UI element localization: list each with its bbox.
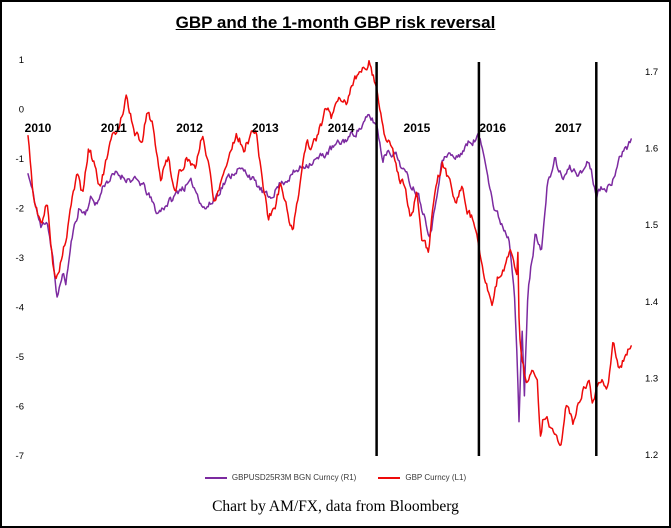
left-axis-tick-label: -2 — [16, 204, 24, 215]
right-axis-tick-label: 1.2 — [645, 450, 658, 461]
series-line-gbp-spot — [27, 60, 632, 447]
left-axis-tick-label: -1 — [16, 154, 24, 165]
chart-svg: 1 0 -1 -2 -3 -4 -5 -6 -7 1.7 1.6 1.5 1.4 1.3 1.2 2010 20… — [16, 55, 659, 462]
right-axis-tick-label: 1.3 — [645, 373, 658, 384]
legend-swatch-red — [378, 476, 401, 479]
x-axis-year-label: 2017 — [555, 121, 582, 135]
left-axis-tick-label: 0 — [19, 105, 24, 116]
left-axis-tick-label: -3 — [16, 253, 24, 264]
right-axis-tick-label: 1.6 — [645, 144, 658, 155]
left-axis-tick-label: 1 — [19, 55, 24, 66]
legend-label-gbp: GBP Curncy (L1) — [405, 473, 467, 482]
x-axis-year-label: 2015 — [404, 121, 431, 135]
x-axis-year-label: 2012 — [176, 121, 203, 135]
legend-swatch-purple — [204, 476, 227, 479]
x-axis-year-label: 2013 — [252, 121, 279, 135]
legend-label-risk-reversal: GBPUSD25R3M BGN Curncy (R1) — [231, 473, 357, 482]
legend: GBPUSD25R3M BGN Curncy (R1) GBP Curncy (… — [2, 473, 669, 482]
right-axis-tick-label: 1.5 — [645, 220, 658, 231]
series-line-risk-reversal — [27, 113, 632, 423]
x-axis-year-label: 2016 — [479, 121, 506, 135]
chart-title-text: GBP and the 1-month GBP risk reversal — [175, 13, 496, 32]
right-axis-tick-label: 1.4 — [645, 297, 658, 308]
legend-item-gbp: GBP Curncy (L1) — [378, 473, 466, 482]
right-axis-tick-label: 1.7 — [645, 67, 658, 78]
x-axis-year-label: 2010 — [25, 121, 52, 135]
left-axis-tick-label: -6 — [16, 402, 24, 413]
left-axis-tick-label: -5 — [16, 352, 24, 363]
chart-title: GBP and the 1-month GBP risk reversal — [2, 13, 669, 33]
x-axis-year-label: 2014 — [328, 121, 355, 135]
left-axis-tick-label: -7 — [16, 451, 24, 462]
x-axis-year-label: 2011 — [101, 121, 127, 135]
left-axis-tick-label: -4 — [16, 303, 24, 314]
caption: Chart by AM/FX, data from Bloomberg — [212, 498, 459, 515]
legend-item-risk-reversal: GBPUSD25R3M BGN Curncy (R1) — [204, 473, 357, 482]
